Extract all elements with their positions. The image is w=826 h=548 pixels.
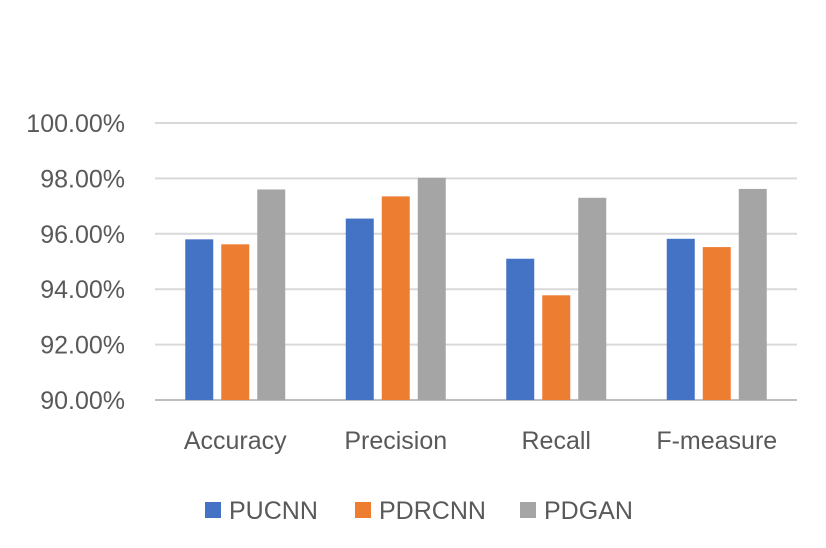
x-tick-label: Accuracy — [184, 427, 287, 455]
bar-pdgan-recall — [578, 197, 607, 400]
legend-label: PUCNN — [229, 497, 318, 525]
y-tick-label: 90.00% — [40, 387, 125, 415]
bar-pucnn-f-measure — [666, 238, 695, 400]
x-tick-label: F-measure — [656, 427, 777, 455]
y-tick-label: 96.00% — [40, 221, 125, 249]
bar-pucnn-recall — [506, 258, 535, 400]
bars — [185, 177, 767, 400]
x-tick-label: Recall — [522, 427, 591, 455]
x-axis-categories: Accuracy Precision Recall F-measure — [184, 427, 777, 455]
y-axis-ticks: 90.00% 92.00% 94.00% 96.00% 98.00% 100.00% — [26, 110, 125, 415]
bar-pdrcnn-recall — [542, 295, 571, 400]
y-tick-label: 92.00% — [40, 332, 125, 360]
legend: PUCNN PDRCNN PDGAN — [205, 497, 633, 525]
bar-pdrcnn-accuracy — [221, 244, 250, 400]
legend-swatch — [355, 502, 371, 518]
legend-swatch — [520, 502, 536, 518]
bar-pdgan-accuracy — [257, 189, 286, 400]
bar-pdrcnn-precision — [381, 196, 410, 400]
bar-pucnn-precision — [345, 218, 374, 400]
bar-pdgan-f-measure — [738, 188, 767, 400]
legend-label: PDGAN — [544, 497, 633, 525]
bar-pdrcnn-f-measure — [702, 247, 731, 400]
legend-label: PDRCNN — [379, 497, 486, 525]
y-tick-label: 94.00% — [40, 276, 125, 304]
bar-pucnn-accuracy — [185, 239, 214, 400]
bar-pdgan-precision — [417, 177, 446, 400]
legend-swatch — [205, 502, 221, 518]
y-tick-label: 100.00% — [26, 110, 125, 138]
y-tick-label: 98.00% — [40, 165, 125, 193]
x-tick-label: Precision — [344, 427, 447, 455]
gridlines — [155, 122, 797, 401]
